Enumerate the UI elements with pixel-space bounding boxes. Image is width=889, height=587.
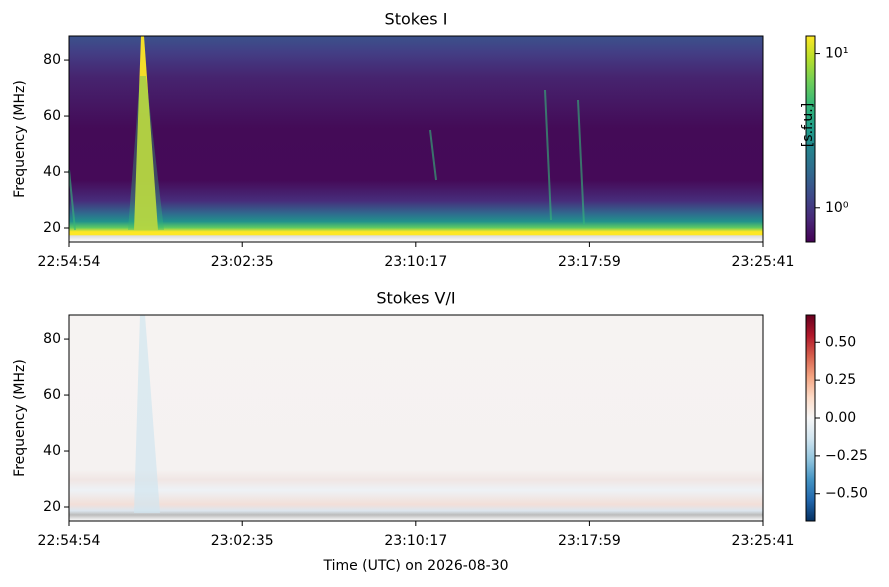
x-axis-label: Time (UTC) on 2026-08-30	[322, 558, 508, 574]
burst	[134, 315, 160, 513]
burst	[134, 36, 158, 230]
x-tick-label: 22:54:54	[38, 533, 101, 549]
x-tick-label: 23:17:59	[558, 533, 621, 549]
x-tick-label: 23:10:17	[384, 533, 447, 549]
spectrogram-image	[69, 36, 763, 242]
x-tick-label: 23:25:41	[732, 254, 795, 270]
x-tick-label: 23:17:59	[558, 254, 621, 270]
panel-title: Stokes I	[385, 10, 448, 29]
burst-streak	[577, 99, 585, 226]
burst-streak	[544, 89, 552, 221]
x-tick-label: 23:02:35	[211, 533, 274, 549]
colorbar-label: [s.f.u.]	[800, 103, 816, 147]
y-tick-label: 60	[43, 108, 61, 124]
x-tick-label: 23:25:41	[732, 533, 795, 549]
spectrogram-image	[69, 315, 763, 521]
y-tick-label: 20	[43, 220, 61, 236]
panel: Stokes V/I Frequency (MHz) Time (UTC) on 2…	[12, 289, 868, 575]
colorbar-tick-label: 10¹	[825, 46, 848, 62]
colorbar-tick-label: 0.00	[825, 410, 856, 426]
x-tick-label: 23:10:17	[384, 254, 447, 270]
panel: Stokes I Frequency (MHz) 22:54:54 23:02:35 2…	[12, 10, 849, 271]
colorbar-tick-label: 0.50	[825, 334, 856, 350]
colorbar	[805, 35, 816, 243]
colorbar	[805, 314, 816, 522]
colorbar-tick-label: −0.50	[825, 486, 868, 502]
x-tick-label: 22:54:54	[38, 254, 101, 270]
panel-title: Stokes V/I	[376, 289, 455, 308]
y-tick-label: 40	[43, 443, 61, 459]
burst-streak	[429, 129, 437, 181]
y-tick-label: 60	[43, 387, 61, 403]
colorbar-tick-label: 0.25	[825, 372, 856, 388]
y-tick-label: 80	[43, 52, 61, 68]
y-axis-label: Frequency (MHz)	[12, 80, 28, 198]
burst-streak	[68, 169, 76, 231]
x-tick-label: 23:02:35	[211, 254, 274, 270]
y-axis-label: Frequency (MHz)	[12, 359, 28, 477]
colorbar-tick-label: 10⁰	[825, 200, 849, 216]
y-tick-label: 40	[43, 164, 61, 180]
burst-halo	[128, 76, 164, 230]
y-tick-label: 20	[43, 499, 61, 515]
colorbar-tick-label: −0.25	[825, 448, 868, 464]
y-tick-label: 80	[43, 331, 61, 347]
